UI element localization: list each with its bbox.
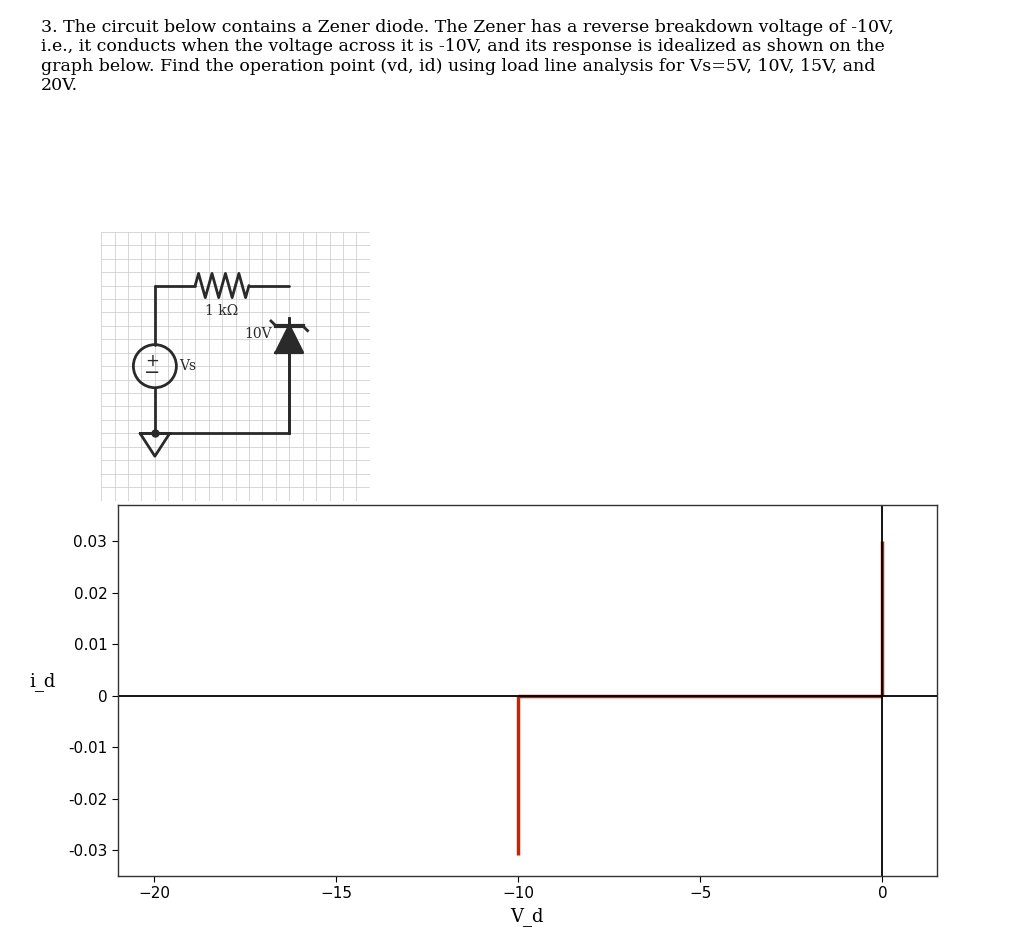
Y-axis label: i_d: i_d: [30, 672, 56, 691]
X-axis label: V_d: V_d: [511, 907, 544, 926]
Text: 1 kΩ: 1 kΩ: [206, 304, 239, 318]
Text: +: +: [145, 351, 159, 370]
Text: −: −: [144, 363, 161, 382]
Text: 10V: 10V: [244, 327, 271, 341]
Text: 3. The circuit below contains a Zener diode. The Zener has a reverse breakdown v: 3. The circuit below contains a Zener di…: [41, 19, 894, 95]
Polygon shape: [275, 326, 303, 353]
Text: Vs: Vs: [179, 359, 197, 374]
